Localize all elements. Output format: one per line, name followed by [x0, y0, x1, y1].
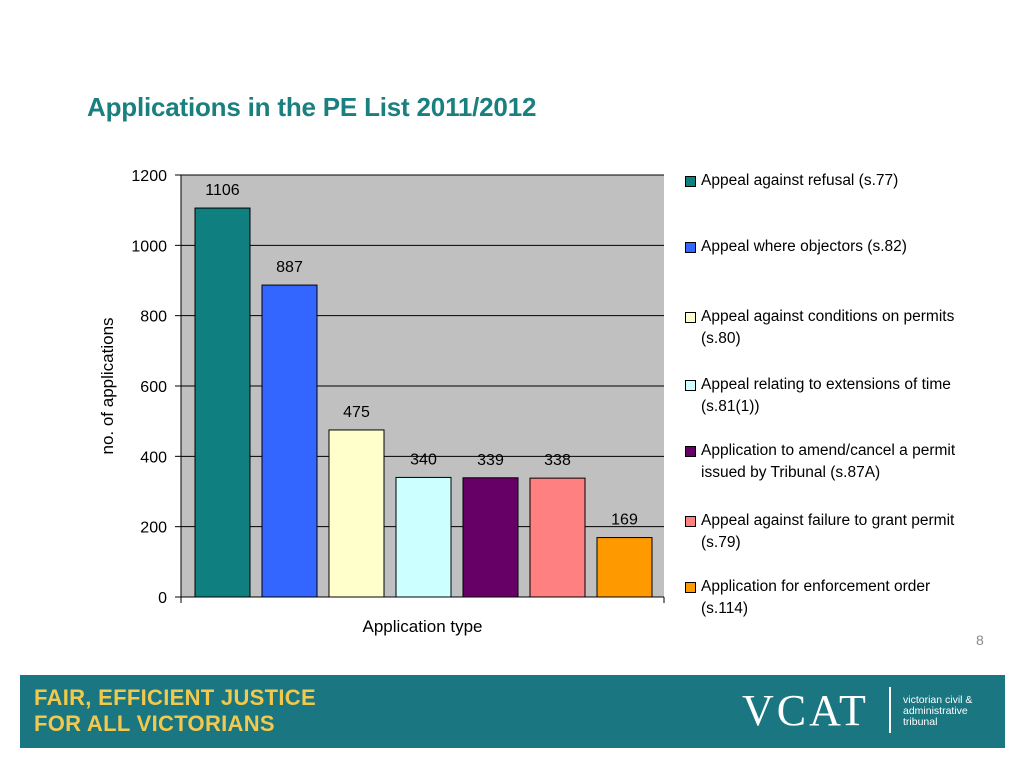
legend-item: Appeal against conditions on permits (s.…	[685, 306, 956, 350]
legend-swatch	[685, 516, 696, 527]
footer-tagline-line2: FOR ALL VICTORIANS	[34, 711, 275, 736]
legend-label: Application to amend/cancel a permit iss…	[701, 442, 956, 481]
page-number: 8	[976, 632, 984, 648]
x-axis-label: Application type	[362, 617, 482, 636]
legend-swatch	[685, 446, 696, 457]
data-label: 887	[276, 259, 303, 276]
y-tick-label: 800	[140, 309, 167, 326]
data-label: 339	[477, 452, 504, 469]
data-label: 1106	[205, 182, 240, 199]
data-label: 169	[611, 512, 638, 529]
legend-item: Application to amend/cancel a permit iss…	[685, 440, 956, 484]
legend-item: Appeal where objectors (s.82)	[685, 236, 956, 258]
organisation-name-line1: victorian civil &	[903, 694, 973, 706]
legend-label: Appeal relating to extensions of time (s…	[701, 376, 951, 415]
y-axis-label: no. of applications	[98, 317, 117, 454]
data-label: 340	[410, 451, 437, 468]
legend-item: Application for enforcement order (s.114…	[685, 576, 956, 620]
legend-swatch	[685, 312, 696, 323]
legend-item: Appeal against failure to grant permit (…	[685, 510, 956, 554]
bar	[194, 207, 251, 598]
y-tick-label: 200	[140, 520, 167, 537]
legend-label: Application for enforcement order (s.114…	[701, 578, 931, 617]
y-tick-label: 400	[140, 449, 167, 466]
y-tick-label: 1000	[131, 238, 167, 255]
footer-banner: FAIR, EFFICIENT JUSTICE FOR ALL VICTORIA…	[20, 675, 1005, 748]
legend-item: Appeal against refusal (s.77)	[685, 170, 956, 192]
bar	[596, 537, 653, 598]
bar	[529, 477, 586, 598]
bar	[462, 477, 519, 598]
data-label: 475	[343, 404, 370, 421]
legend-swatch	[685, 582, 696, 593]
legend-swatch	[685, 380, 696, 391]
legend-label: Appeal against refusal (s.77)	[701, 172, 899, 189]
vcat-logo: VCAT	[742, 686, 869, 735]
legend-swatch	[685, 242, 696, 253]
legend-label: Appeal where objectors (s.82)	[701, 238, 907, 255]
y-tick-label: 1200	[131, 168, 167, 185]
slide-title: Applications in the PE List 2011/2012	[87, 92, 537, 122]
legend-item: Appeal relating to extensions of time (s…	[685, 374, 956, 418]
legend-swatch	[685, 176, 696, 187]
logo-divider	[889, 687, 891, 733]
legend-label: Appeal against failure to grant permit (…	[701, 512, 955, 551]
footer-tagline-line1: FAIR, EFFICIENT JUSTICE	[34, 685, 316, 710]
y-tick-label: 0	[158, 590, 167, 607]
organisation-name: victorian civil & administrative tribuna…	[903, 695, 972, 728]
organisation-name-line2: administrative	[903, 705, 968, 717]
y-tick-label: 600	[140, 379, 167, 396]
bar	[328, 429, 385, 598]
bar	[395, 476, 452, 598]
bar	[261, 284, 318, 598]
organisation-name-line3: tribunal	[903, 716, 938, 728]
footer-tagline: FAIR, EFFICIENT JUSTICE FOR ALL VICTORIA…	[34, 685, 316, 737]
legend-label: Appeal against conditions on permits (s.…	[701, 308, 955, 347]
data-label: 338	[544, 452, 571, 469]
